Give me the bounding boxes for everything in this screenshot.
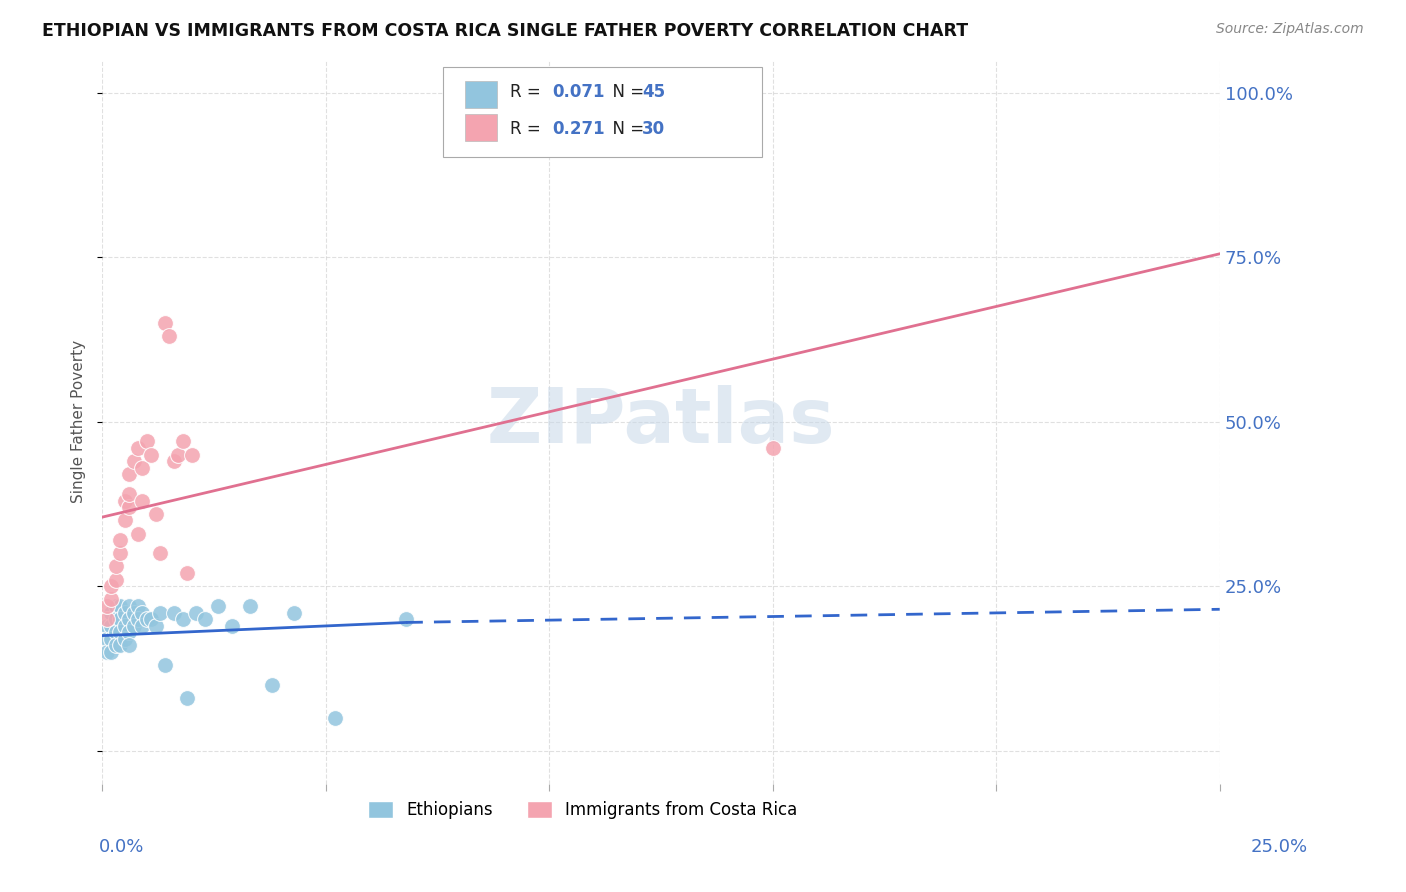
- Point: [184, 606, 207, 620]
- Point: [118, 599, 141, 613]
- Point: [122, 454, 145, 468]
- Point: [104, 559, 127, 574]
- Point: [100, 645, 122, 659]
- Point: [135, 612, 157, 626]
- Point: [118, 625, 141, 640]
- Text: R =: R =: [510, 120, 546, 138]
- Text: N =: N =: [602, 83, 650, 102]
- Point: [104, 639, 127, 653]
- Point: [114, 606, 136, 620]
- Point: [114, 632, 136, 646]
- Point: [96, 599, 118, 613]
- Point: [135, 434, 157, 449]
- Point: [96, 619, 118, 633]
- Point: [207, 599, 229, 613]
- Point: [153, 316, 176, 330]
- Point: [118, 500, 141, 515]
- Point: [262, 678, 284, 692]
- Point: [141, 612, 163, 626]
- Text: 0.071: 0.071: [553, 83, 605, 102]
- Point: [104, 612, 127, 626]
- Point: [145, 507, 167, 521]
- Point: [108, 625, 131, 640]
- Point: [127, 441, 149, 455]
- Point: [762, 441, 785, 455]
- Point: [127, 526, 149, 541]
- Point: [108, 639, 131, 653]
- Point: [108, 612, 131, 626]
- Point: [118, 467, 141, 482]
- Legend: Ethiopians, Immigrants from Costa Rica: Ethiopians, Immigrants from Costa Rica: [361, 795, 804, 826]
- Text: R =: R =: [510, 83, 546, 102]
- Point: [194, 612, 217, 626]
- Point: [149, 546, 172, 560]
- Point: [131, 493, 153, 508]
- Point: [172, 612, 194, 626]
- Text: ZIPatlas: ZIPatlas: [486, 384, 835, 458]
- Point: [100, 579, 122, 593]
- Point: [114, 619, 136, 633]
- Point: [283, 606, 305, 620]
- Point: [118, 639, 141, 653]
- Point: [395, 612, 418, 626]
- Point: [104, 599, 127, 613]
- Point: [100, 619, 122, 633]
- Text: 25.0%: 25.0%: [1250, 838, 1308, 856]
- Point: [127, 599, 149, 613]
- Point: [127, 612, 149, 626]
- Point: [157, 329, 180, 343]
- Point: [145, 619, 167, 633]
- Point: [131, 619, 153, 633]
- FancyBboxPatch shape: [465, 114, 496, 142]
- Point: [180, 448, 202, 462]
- Point: [100, 606, 122, 620]
- Point: [100, 592, 122, 607]
- Point: [104, 625, 127, 640]
- Point: [122, 619, 145, 633]
- Point: [96, 645, 118, 659]
- Y-axis label: Single Father Poverty: Single Father Poverty: [72, 340, 86, 503]
- Point: [176, 566, 198, 580]
- Point: [96, 612, 118, 626]
- Text: 0.0%: 0.0%: [98, 838, 143, 856]
- Point: [108, 599, 131, 613]
- Point: [163, 454, 186, 468]
- Point: [114, 513, 136, 527]
- Point: [176, 691, 198, 706]
- Point: [149, 606, 172, 620]
- Point: [141, 448, 163, 462]
- Text: 45: 45: [643, 83, 665, 102]
- FancyBboxPatch shape: [443, 67, 762, 157]
- Point: [239, 599, 262, 613]
- Point: [153, 658, 176, 673]
- Point: [118, 487, 141, 501]
- Text: N =: N =: [602, 120, 650, 138]
- Point: [221, 619, 243, 633]
- Point: [323, 711, 346, 725]
- FancyBboxPatch shape: [465, 81, 496, 109]
- Text: 0.271: 0.271: [553, 120, 605, 138]
- Point: [118, 612, 141, 626]
- Point: [131, 606, 153, 620]
- Point: [114, 493, 136, 508]
- Point: [108, 533, 131, 548]
- Point: [167, 448, 190, 462]
- Point: [108, 546, 131, 560]
- Point: [104, 573, 127, 587]
- Point: [172, 434, 194, 449]
- Point: [122, 606, 145, 620]
- Text: ETHIOPIAN VS IMMIGRANTS FROM COSTA RICA SINGLE FATHER POVERTY CORRELATION CHART: ETHIOPIAN VS IMMIGRANTS FROM COSTA RICA …: [42, 22, 969, 40]
- Point: [100, 632, 122, 646]
- Text: 30: 30: [643, 120, 665, 138]
- Point: [163, 606, 186, 620]
- Point: [131, 460, 153, 475]
- Text: Source: ZipAtlas.com: Source: ZipAtlas.com: [1216, 22, 1364, 37]
- Point: [96, 632, 118, 646]
